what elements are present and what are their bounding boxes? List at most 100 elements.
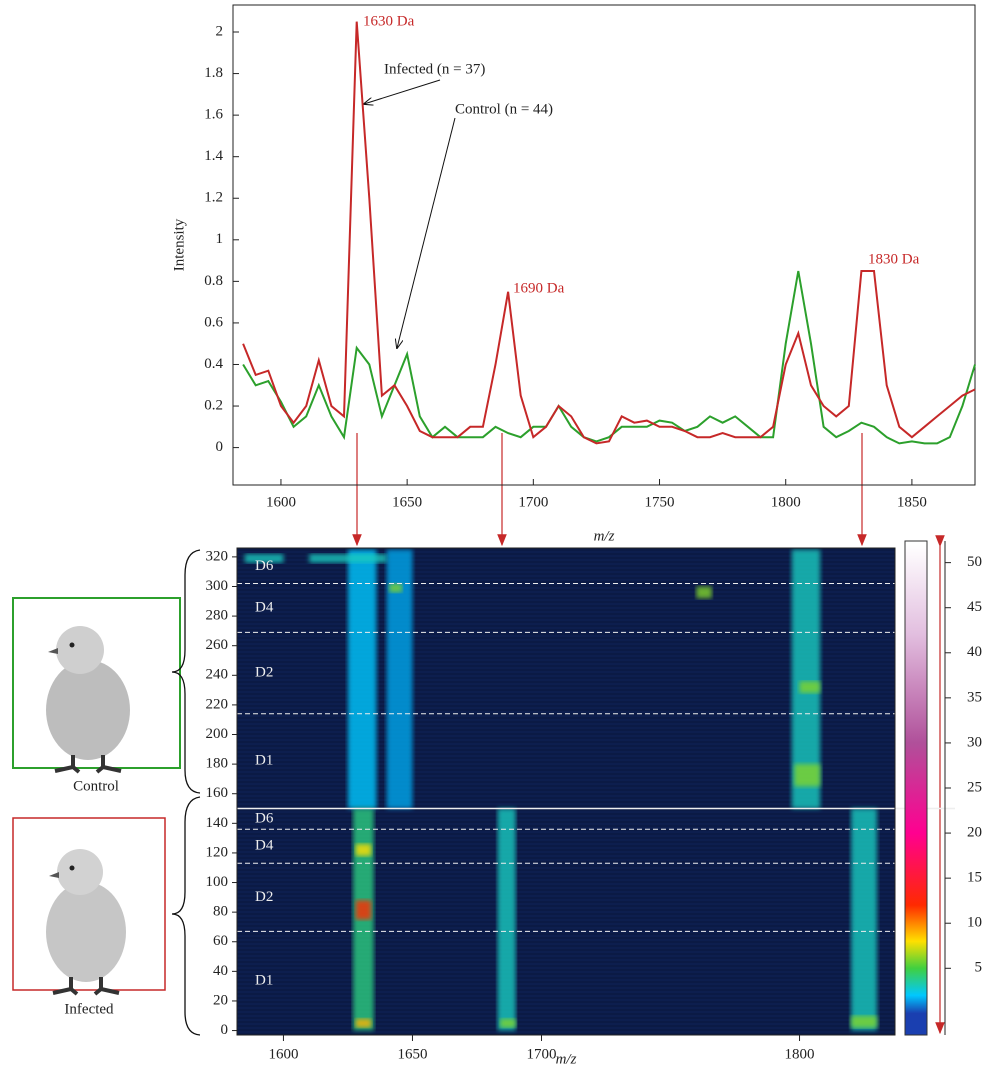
heatmap-background xyxy=(237,548,895,1035)
y-tick-label: 2 xyxy=(216,23,224,39)
y-axis-label: Intensity xyxy=(171,218,187,271)
y-tick-label: 40 xyxy=(213,963,228,979)
x-tick-label: 1700 xyxy=(526,1046,556,1062)
colorbar-tick-label: 30 xyxy=(967,734,982,750)
x-tick-label: 1850 xyxy=(897,494,927,510)
hotspot xyxy=(355,1018,372,1028)
arrow xyxy=(364,79,441,104)
hotspot xyxy=(309,553,387,563)
hotspot xyxy=(244,553,284,563)
hotspot xyxy=(851,808,877,1031)
y-tick-label: 0.4 xyxy=(204,356,223,372)
x-tick-label: 1700 xyxy=(518,494,548,510)
group-label: D1 xyxy=(255,753,273,769)
group-label: D2 xyxy=(255,889,273,905)
line-series xyxy=(242,21,976,445)
y-tick-label: 320 xyxy=(206,548,229,564)
heatmap-cells xyxy=(237,548,895,1033)
x-tick-label: 1600 xyxy=(268,1046,298,1062)
y-tick-label: 280 xyxy=(206,608,229,624)
y-tick-label: 1.6 xyxy=(204,107,223,123)
colorbar-tick-label: 10 xyxy=(967,915,982,931)
y-tick-label: 200 xyxy=(206,726,229,742)
plot-frame xyxy=(232,4,976,486)
brace xyxy=(171,549,201,794)
y-tick-label: 240 xyxy=(206,667,229,683)
y-tick-label: 1 xyxy=(216,231,224,247)
y-tick-label: 60 xyxy=(213,933,228,949)
y-tick-label: 140 xyxy=(206,815,229,831)
y-tick-label: 300 xyxy=(206,578,229,594)
y-tick-label: 0 xyxy=(221,1022,229,1038)
y-tick-label: 120 xyxy=(206,844,229,860)
colorbar-tick-label: 35 xyxy=(967,689,982,705)
group-label: D6 xyxy=(255,558,274,574)
hotspot xyxy=(355,900,372,920)
y-tick-label: 180 xyxy=(206,756,229,772)
peak-annotation: 1830 Da xyxy=(868,251,920,267)
arrow xyxy=(397,117,456,348)
brace xyxy=(171,796,201,1036)
y-tick-label: 0.6 xyxy=(204,314,223,330)
infected-box xyxy=(12,817,166,991)
group-label: D6 xyxy=(255,810,274,826)
group-label: D4 xyxy=(255,599,274,615)
x-tick-label: 1800 xyxy=(785,1046,815,1062)
link-arrows xyxy=(352,433,945,1035)
y-tick-label: 1.2 xyxy=(204,190,223,206)
x-tick-label: 1800 xyxy=(771,494,801,510)
x-tick-label: 1650 xyxy=(397,1046,427,1062)
chick-infected xyxy=(46,849,126,996)
peak-annotation: 1690 Da xyxy=(513,280,565,296)
y-tick-label: 1.4 xyxy=(204,148,223,164)
y-tick-label: 1.8 xyxy=(204,65,223,81)
y-tick-label: 0.8 xyxy=(204,273,223,289)
group-label: D1 xyxy=(255,972,273,988)
hotspot xyxy=(355,844,372,856)
plot-area xyxy=(242,21,976,445)
x-tick-label: 1750 xyxy=(645,494,675,510)
x-axis-label: m/z xyxy=(594,528,615,544)
hotspot xyxy=(497,808,516,1031)
colorbar xyxy=(904,540,928,1036)
y-tick-label: 80 xyxy=(213,904,228,920)
heatmap-frame xyxy=(236,547,896,1036)
hotspot xyxy=(794,764,821,787)
hotspot xyxy=(386,549,413,809)
colorbar-tick-label: 45 xyxy=(967,599,982,615)
colorbar-tick-label: 50 xyxy=(967,554,982,570)
hotspot xyxy=(799,681,821,694)
y-tick-label: 0 xyxy=(216,439,224,455)
line-series xyxy=(242,270,976,445)
chick-control xyxy=(46,626,130,774)
y-tick-label: 220 xyxy=(206,696,229,712)
y-tick-label: 160 xyxy=(206,785,229,801)
hotspot xyxy=(500,1018,516,1028)
hotspot xyxy=(696,586,712,599)
hotspot xyxy=(347,549,377,809)
colorbar-tick-label: 5 xyxy=(975,960,983,976)
colorbar-tick-label: 40 xyxy=(967,644,982,660)
colorbar-tick-label: 20 xyxy=(967,825,982,841)
colorbar-tick-label: 15 xyxy=(967,870,982,886)
hotspot xyxy=(851,1015,877,1028)
y-tick-label: 100 xyxy=(206,874,229,890)
series-label: Infected (n = 37) xyxy=(384,61,485,77)
panel-label: Infected xyxy=(64,1001,114,1017)
x-tick-label: 1600 xyxy=(266,494,296,510)
peak-annotation: 1630 Da xyxy=(363,13,415,29)
y-tick-label: 20 xyxy=(213,992,228,1008)
colorbar-tick-label: 25 xyxy=(967,779,982,795)
group-label: D2 xyxy=(255,665,273,681)
y-tick-label: 260 xyxy=(206,637,229,653)
x-tick-label: 1650 xyxy=(392,494,422,510)
x-axis-label: m/z xyxy=(556,1051,577,1067)
group-label: D4 xyxy=(255,838,274,854)
y-tick-label: 0.2 xyxy=(204,397,223,413)
panel-label: Control xyxy=(73,778,119,794)
series-label: Control (n = 44) xyxy=(455,101,553,117)
control-box xyxy=(12,597,181,769)
hotspot xyxy=(389,583,403,593)
